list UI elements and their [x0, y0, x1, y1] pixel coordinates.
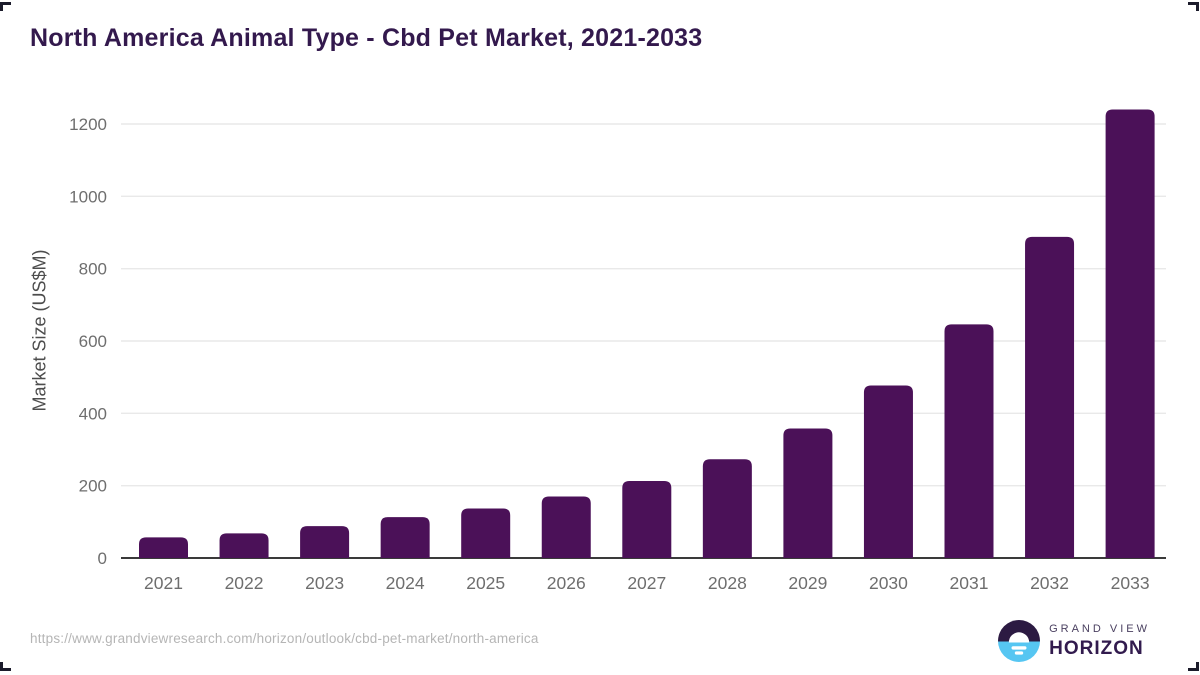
x-tick-label-2024: 2024: [386, 573, 425, 593]
x-tick-label-2031: 2031: [950, 573, 989, 593]
bar-2023: [300, 526, 350, 558]
source-url: https://www.grandviewresearch.com/horizo…: [30, 631, 539, 646]
logo-text-horizon: HORIZON: [1049, 638, 1144, 659]
y-tick-label-600: 600: [79, 332, 107, 351]
bar-2029: [783, 428, 833, 558]
x-tick-label-2022: 2022: [225, 573, 264, 593]
logo-text-grand-view: GRAND VIEW: [1049, 623, 1150, 635]
y-tick-label-1200: 1200: [69, 115, 107, 134]
x-tick-label-2021: 2021: [144, 573, 183, 593]
bar-2033: [1105, 109, 1155, 559]
y-tick-label-200: 200: [79, 477, 107, 496]
y-tick-label-1000: 1000: [69, 187, 107, 206]
bar-2022: [219, 533, 269, 558]
bar-2024: [380, 517, 430, 558]
x-tick-label-2026: 2026: [547, 573, 586, 593]
bar-2025: [461, 508, 511, 558]
corner-mark-top-right: [1188, 2, 1199, 11]
corner-mark-top-left: [0, 2, 11, 11]
x-tick-label-2023: 2023: [305, 573, 344, 593]
y-tick-label-0: 0: [98, 549, 107, 568]
x-tick-label-2032: 2032: [1030, 573, 1069, 593]
horizon-sun-logo-icon: [998, 620, 1041, 662]
y-tick-label-800: 800: [79, 260, 107, 279]
bar-2030: [863, 385, 913, 558]
x-tick-label-2027: 2027: [627, 573, 666, 593]
x-tick-label-2029: 2029: [788, 573, 827, 593]
x-tick-label-2025: 2025: [466, 573, 505, 593]
y-tick-label-400: 400: [79, 404, 107, 423]
corner-mark-bottom-right: [1188, 662, 1199, 671]
x-tick-label-2033: 2033: [1111, 573, 1150, 593]
x-tick-label-2030: 2030: [869, 573, 908, 593]
bar-2026: [541, 496, 591, 558]
bar-2032: [1025, 236, 1075, 558]
grand-view-horizon-logo: GRAND VIEW HORIZON: [998, 620, 1150, 662]
bar-2021: [139, 537, 188, 558]
corner-mark-bottom-left: [0, 662, 11, 671]
bar-2027: [622, 480, 672, 558]
bar-2028: [702, 459, 752, 558]
chart-title: North America Animal Type - Cbd Pet Mark…: [30, 24, 703, 52]
bar-2031: [944, 324, 994, 558]
x-tick-label-2028: 2028: [708, 573, 747, 593]
